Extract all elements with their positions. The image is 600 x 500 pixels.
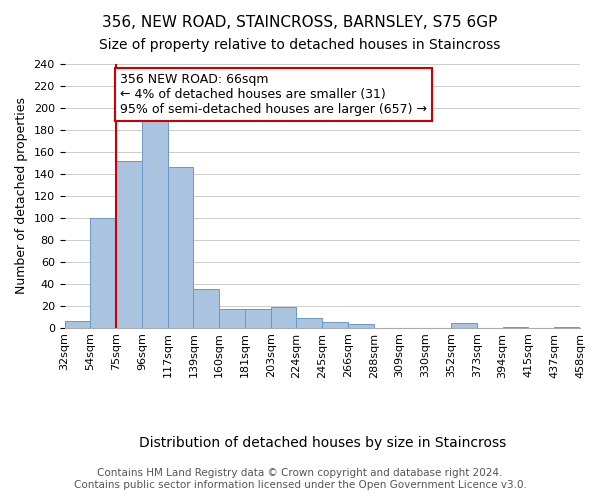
Bar — [167, 168, 193, 328]
Bar — [219, 309, 245, 328]
Bar — [322, 322, 348, 328]
X-axis label: Distribution of detached houses by size in Staincross: Distribution of detached houses by size … — [139, 436, 506, 450]
Bar — [271, 307, 296, 328]
Bar — [91, 218, 116, 328]
Bar — [245, 309, 271, 328]
Bar — [193, 289, 219, 328]
Text: Contains HM Land Registry data © Crown copyright and database right 2024.
Contai: Contains HM Land Registry data © Crown c… — [74, 468, 526, 490]
Bar — [142, 108, 167, 328]
Bar — [503, 326, 529, 328]
Text: Size of property relative to detached houses in Staincross: Size of property relative to detached ho… — [100, 38, 500, 52]
Y-axis label: Number of detached properties: Number of detached properties — [15, 98, 28, 294]
Text: 356, NEW ROAD, STAINCROSS, BARNSLEY, S75 6GP: 356, NEW ROAD, STAINCROSS, BARNSLEY, S75… — [103, 15, 497, 30]
Bar — [116, 160, 142, 328]
Bar — [348, 324, 374, 328]
Bar — [296, 318, 322, 328]
Bar — [554, 326, 580, 328]
Bar — [65, 321, 91, 328]
Text: 356 NEW ROAD: 66sqm
← 4% of detached houses are smaller (31)
95% of semi-detache: 356 NEW ROAD: 66sqm ← 4% of detached hou… — [120, 73, 427, 116]
Bar — [451, 324, 477, 328]
